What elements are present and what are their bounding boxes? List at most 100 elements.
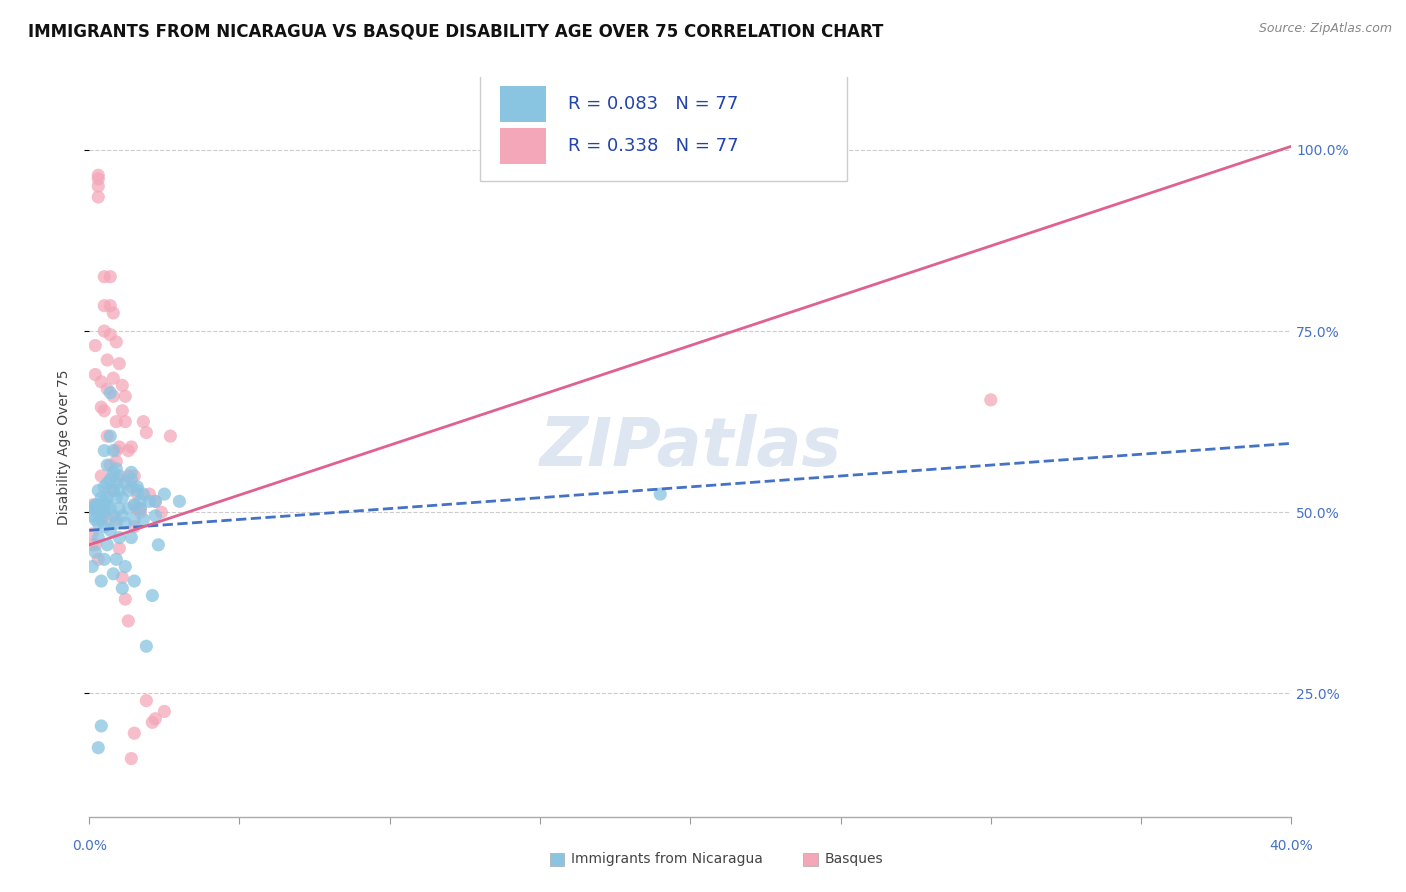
Point — [114, 415, 136, 429]
Text: 40.0%: 40.0% — [1270, 838, 1313, 853]
Point — [153, 705, 176, 719]
Text: ZIPatlas: ZIPatlas — [540, 414, 841, 480]
Text: R = 0.338   N = 77: R = 0.338 N = 77 — [568, 137, 738, 155]
Point — [103, 371, 125, 385]
Point — [98, 483, 121, 498]
Point — [111, 508, 134, 523]
Point — [103, 508, 125, 523]
Point — [87, 531, 110, 545]
Point — [82, 508, 104, 523]
Point — [90, 375, 112, 389]
Point — [96, 353, 118, 368]
Point — [87, 501, 110, 516]
Point — [129, 501, 152, 516]
Point — [124, 574, 146, 588]
Point — [117, 614, 139, 628]
Point — [138, 487, 160, 501]
Point — [103, 389, 125, 403]
Point — [90, 501, 112, 516]
Point — [84, 498, 107, 512]
Point — [132, 512, 155, 526]
Point — [82, 559, 104, 574]
Point — [135, 693, 157, 707]
Point — [93, 324, 115, 338]
Point — [135, 425, 157, 440]
Point — [169, 494, 191, 508]
Point — [114, 592, 136, 607]
Point — [159, 429, 181, 443]
Point — [84, 512, 107, 526]
Point — [117, 443, 139, 458]
Point — [105, 552, 128, 566]
Point — [93, 269, 115, 284]
Point — [108, 483, 131, 498]
Point — [103, 443, 125, 458]
Point — [105, 491, 128, 505]
FancyBboxPatch shape — [479, 74, 846, 181]
Point — [87, 168, 110, 182]
Point — [124, 498, 146, 512]
FancyBboxPatch shape — [501, 128, 546, 164]
Point — [120, 480, 142, 494]
Point — [120, 466, 142, 480]
Text: Immigrants from Nicaragua: Immigrants from Nicaragua — [571, 853, 763, 866]
Point — [114, 389, 136, 403]
Point — [103, 469, 125, 483]
Point — [93, 494, 115, 508]
Point — [103, 483, 125, 498]
Point — [93, 519, 115, 533]
Point — [105, 461, 128, 475]
Point — [84, 368, 107, 382]
Point — [96, 429, 118, 443]
Point — [93, 505, 115, 519]
Point — [127, 483, 149, 498]
Point — [108, 469, 131, 483]
Text: R = 0.083   N = 77: R = 0.083 N = 77 — [568, 95, 738, 113]
Point — [108, 473, 131, 487]
Point — [98, 524, 121, 538]
Point — [120, 531, 142, 545]
Point — [143, 494, 166, 508]
Point — [84, 498, 107, 512]
Point — [96, 476, 118, 491]
Point — [105, 443, 128, 458]
Point — [129, 494, 152, 508]
Point — [87, 552, 110, 566]
Point — [111, 570, 134, 584]
Point — [124, 726, 146, 740]
Point — [124, 469, 146, 483]
Point — [87, 505, 110, 519]
Point — [135, 639, 157, 653]
Point — [105, 454, 128, 468]
Point — [127, 480, 149, 494]
FancyBboxPatch shape — [501, 87, 546, 122]
Point — [98, 299, 121, 313]
Point — [980, 392, 1002, 407]
Point — [84, 338, 107, 352]
Point — [93, 480, 115, 494]
Point — [129, 505, 152, 519]
Point — [90, 491, 112, 505]
Point — [96, 498, 118, 512]
Point — [108, 531, 131, 545]
Point — [90, 574, 112, 588]
Point — [98, 385, 121, 400]
Point — [98, 458, 121, 472]
Point — [108, 357, 131, 371]
Point — [96, 538, 118, 552]
Point — [98, 429, 121, 443]
Point — [93, 299, 115, 313]
Point — [108, 501, 131, 516]
Point — [143, 508, 166, 523]
Point — [87, 172, 110, 186]
Text: Basques: Basques — [824, 853, 883, 866]
Point — [108, 541, 131, 556]
Point — [127, 501, 149, 516]
Point — [132, 487, 155, 501]
Point — [84, 538, 107, 552]
Point — [98, 327, 121, 342]
Point — [82, 527, 104, 541]
Point — [117, 469, 139, 483]
Point — [650, 487, 672, 501]
Point — [103, 306, 125, 320]
